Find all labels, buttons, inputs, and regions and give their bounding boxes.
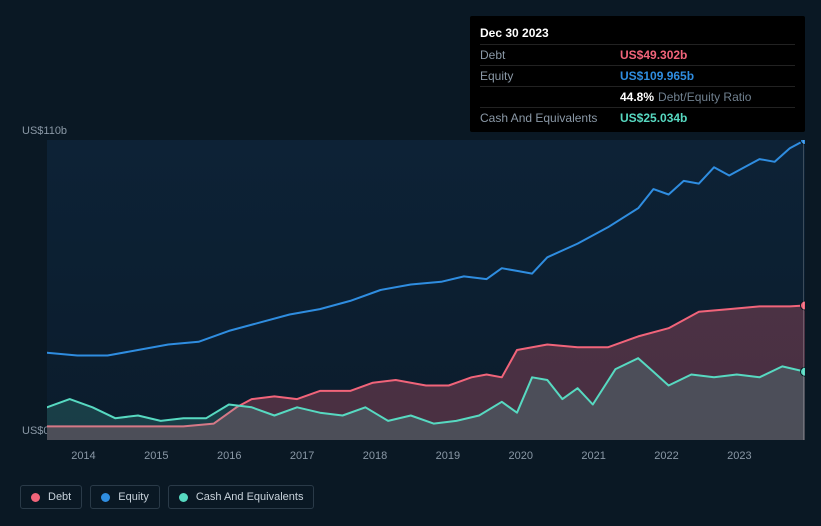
y-axis-top-label: US$110b xyxy=(22,125,67,137)
legend-item-cash-and-equivalents[interactable]: Cash And Equivalents xyxy=(168,485,315,509)
x-axis-label: 2017 xyxy=(290,450,314,462)
x-axis-label: 2019 xyxy=(436,450,460,462)
debt-equity-chart: Dec 30 2023 DebtUS$49.302bEquityUS$109.9… xyxy=(0,0,821,526)
tooltip-date: Dec 30 2023 xyxy=(480,22,795,44)
y-axis-bottom-label: US$0 xyxy=(22,425,50,437)
chart-tooltip: Dec 30 2023 DebtUS$49.302bEquityUS$109.9… xyxy=(470,16,805,132)
plot-area[interactable] xyxy=(47,140,805,440)
legend-item-debt[interactable]: Debt xyxy=(20,485,82,509)
tooltip-row-value: US$49.302b xyxy=(620,48,687,62)
tooltip-row-label xyxy=(480,90,620,104)
x-axis-label: 2015 xyxy=(144,450,168,462)
tooltip-row-value: 44.8% xyxy=(620,90,654,104)
cursor-line xyxy=(803,140,804,440)
x-axis-label: 2021 xyxy=(581,450,605,462)
x-axis-label: 2022 xyxy=(654,450,678,462)
tooltip-row-label: Debt xyxy=(480,48,620,62)
tooltip-row-label: Cash And Equivalents xyxy=(480,111,620,125)
legend-label: Cash And Equivalents xyxy=(196,491,304,503)
x-axis-label: 2020 xyxy=(509,450,533,462)
x-axis-label: 2014 xyxy=(71,450,95,462)
tooltip-row-label: Equity xyxy=(480,69,620,83)
tooltip-row-extra: Debt/Equity Ratio xyxy=(658,90,751,104)
tooltip-row-value: US$109.965b xyxy=(620,69,694,83)
legend-swatch xyxy=(101,493,110,502)
tooltip-row: EquityUS$109.965b xyxy=(480,65,795,86)
legend-item-equity[interactable]: Equity xyxy=(90,485,160,509)
legend-label: Equity xyxy=(118,491,149,503)
x-axis-label: 2023 xyxy=(727,450,751,462)
legend-label: Debt xyxy=(48,491,71,503)
legend: Debt Equity Cash And Equivalents xyxy=(20,485,314,509)
tooltip-row: 44.8% Debt/Equity Ratio xyxy=(480,86,795,107)
x-axis-label: 2018 xyxy=(363,450,387,462)
legend-swatch xyxy=(31,493,40,502)
tooltip-row: Cash And EquivalentsUS$25.034b xyxy=(480,107,795,128)
legend-swatch xyxy=(179,493,188,502)
tooltip-row: DebtUS$49.302b xyxy=(480,44,795,65)
tooltip-row-value: US$25.034b xyxy=(620,111,687,125)
x-axis-label: 2016 xyxy=(217,450,241,462)
